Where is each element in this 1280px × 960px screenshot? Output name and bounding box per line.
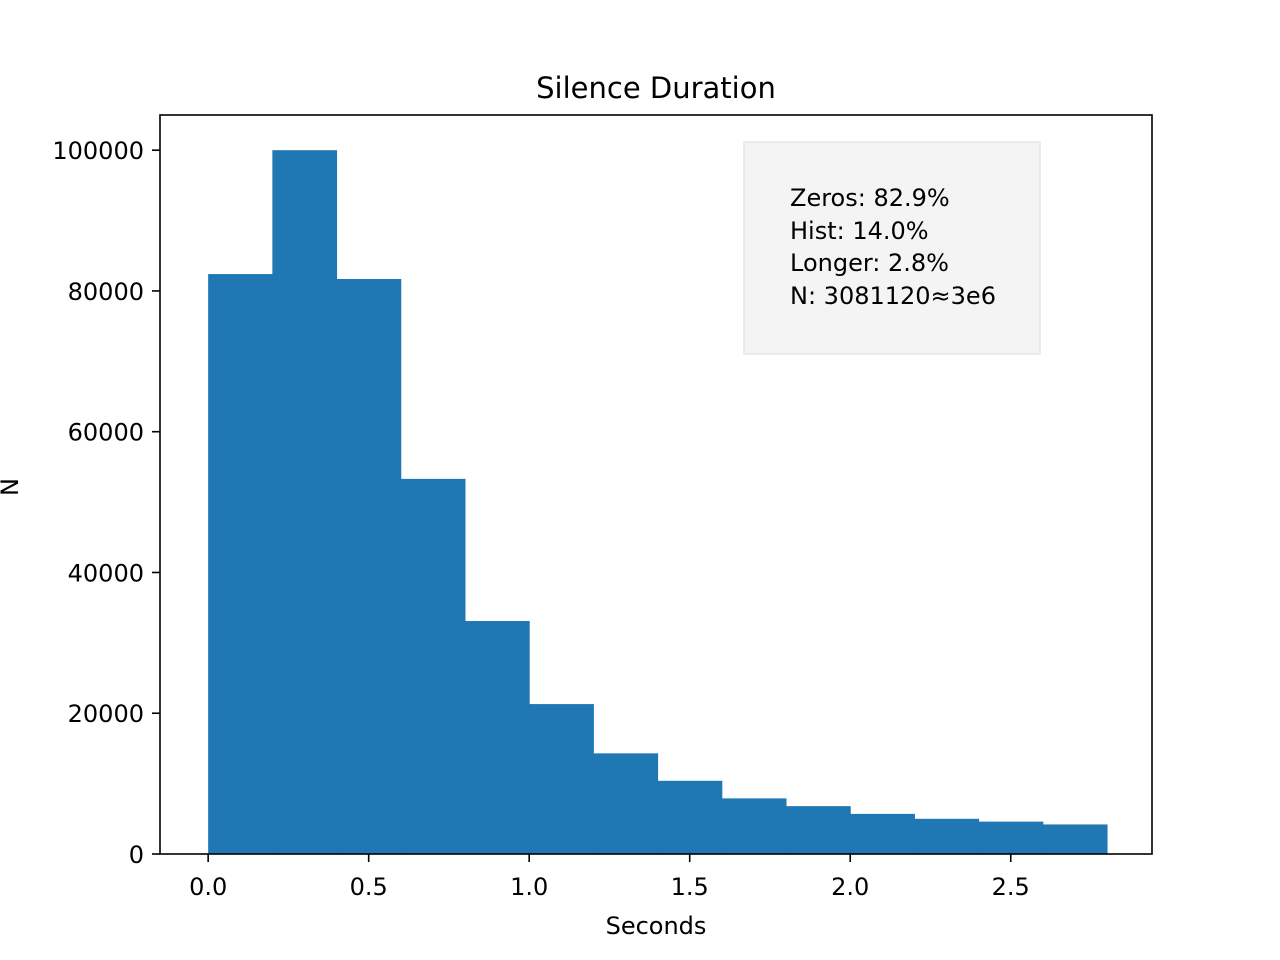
annotation-line-longer: Longer: 2.8% <box>790 249 949 277</box>
y-tick-label: 60000 <box>68 419 144 447</box>
x-tick-label: 0.0 <box>189 873 227 901</box>
y-axis-label: N <box>0 478 24 496</box>
histogram-bar <box>978 821 1044 854</box>
chart-title: Silence Duration <box>536 71 776 105</box>
annotation-background <box>743 141 1041 355</box>
histogram-bar <box>657 780 723 854</box>
histogram-bar <box>721 798 787 854</box>
histogram-bar <box>208 274 273 855</box>
bars-group <box>208 150 1108 855</box>
plot-frame <box>159 114 1153 855</box>
histogram-bar <box>850 813 915 854</box>
y-tick-label: 40000 <box>68 559 144 587</box>
histogram-bar <box>529 704 594 854</box>
x-tick-label: 2.5 <box>992 873 1030 901</box>
x-tick-label: 2.0 <box>831 873 869 901</box>
annotation-line-n: N: 3081120≈3e6 <box>790 282 996 310</box>
annotation-line-hist: Hist: 14.0% <box>790 217 929 245</box>
x-tick-label: 1.5 <box>671 873 709 901</box>
y-axis-ticks: 0 20000 40000 60000 80000 100000 <box>52 137 160 869</box>
histogram-bar <box>914 818 980 854</box>
y-tick-label: 20000 <box>68 700 144 728</box>
histogram-bar <box>593 753 659 854</box>
annotation-box: Zeros: 82.9% Hist: 14.0% Longer: 2.8% N:… <box>743 141 1041 355</box>
x-axis-ticks: 0.0 0.5 1.0 1.5 2.0 2.5 <box>189 854 1030 901</box>
x-tick-label: 1.0 <box>510 873 548 901</box>
histogram-bar <box>272 150 338 854</box>
x-axis-label: Seconds <box>606 912 707 940</box>
y-tick-label: 80000 <box>68 278 144 306</box>
histogram-bar <box>400 478 466 854</box>
histogram-bar <box>1042 824 1108 854</box>
y-tick-label: 100000 <box>52 137 144 165</box>
histogram-bar <box>786 806 851 854</box>
y-tick-label: 0 <box>129 841 144 869</box>
annotation-line-zeros: Zeros: 82.9% <box>790 184 950 212</box>
histogram-bar <box>336 278 402 854</box>
x-tick-label: 0.5 <box>350 873 388 901</box>
histogram-bar <box>464 621 530 854</box>
